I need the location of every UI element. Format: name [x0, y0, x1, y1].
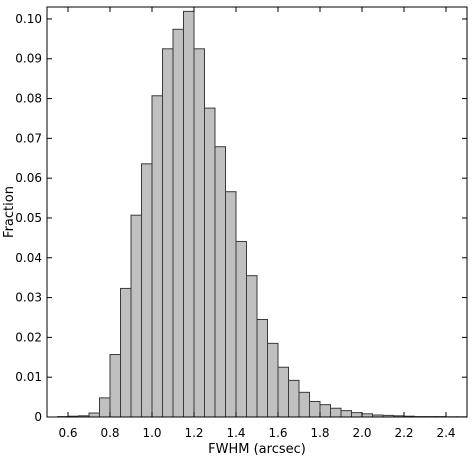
y-tick-label: 0.06 [15, 171, 42, 185]
histogram-bar [193, 48, 205, 418]
histogram-bar [109, 354, 121, 418]
histogram-bar [351, 412, 363, 418]
histogram-bar [151, 95, 163, 418]
x-tick-label: 2.4 [436, 426, 455, 440]
histogram-bar [204, 107, 216, 418]
histogram-bars [57, 10, 468, 418]
y-tick-label: 0.05 [15, 211, 42, 225]
y-tick-label: 0 [34, 410, 42, 424]
histogram-bar [141, 163, 153, 418]
histogram-bar [330, 407, 342, 418]
histogram-bar [309, 400, 321, 418]
histogram-bar [225, 191, 237, 418]
histogram-bar [235, 240, 247, 418]
x-axis-title: FWHM (arcsec) [208, 442, 306, 457]
histogram-bar [130, 214, 142, 418]
histogram-bar [162, 48, 174, 418]
histogram-bar [120, 287, 132, 418]
histogram-bar [288, 379, 300, 418]
x-tick-label: 1.0 [142, 426, 161, 440]
x-tick-label: 1.6 [268, 426, 287, 440]
histogram-bar [214, 146, 226, 418]
histogram-bar [298, 391, 310, 418]
y-tick-label: 0.10 [15, 12, 42, 26]
histogram-bar [256, 318, 268, 418]
y-tick-label: 0.07 [15, 131, 42, 145]
y-tick-label: 0.01 [15, 370, 42, 384]
x-axis-ticks: 0.6 0.8 1.0 1.2 1.4 1.6 1.8 2.0 2.2 2.4 [58, 7, 456, 440]
x-tick-label: 0.6 [58, 426, 77, 440]
plot-frame [46, 6, 468, 418]
histogram-bar [88, 412, 100, 418]
y-tick-label: 0.02 [15, 330, 42, 344]
histogram-bar [277, 366, 289, 418]
histogram-bar [267, 342, 279, 418]
histogram-bar [99, 397, 111, 418]
y-tick-label: 0.09 [15, 52, 42, 66]
y-tick-label: 0.04 [15, 251, 42, 265]
x-tick-label: 1.8 [310, 426, 329, 440]
y-tick-label: 0.03 [15, 291, 42, 305]
x-tick-label: 1.2 [184, 426, 203, 440]
x-tick-label: 2.2 [394, 426, 413, 440]
x-tick-label: 1.4 [226, 426, 245, 440]
y-axis-title: Fraction [2, 186, 17, 238]
histogram-bar [340, 410, 352, 418]
histogram-bar [319, 404, 331, 418]
histogram-bar [183, 10, 195, 418]
y-tick-label: 0.08 [15, 92, 42, 106]
x-tick-label: 0.8 [100, 426, 119, 440]
histogram-bar [172, 28, 184, 418]
histogram-bar [246, 275, 258, 418]
x-tick-label: 2.0 [352, 426, 371, 440]
y-axis-ticks: 0 0.01 0.02 0.03 0.04 0.05 0.06 0.07 0.08 0.09 0.1… [15, 12, 467, 424]
